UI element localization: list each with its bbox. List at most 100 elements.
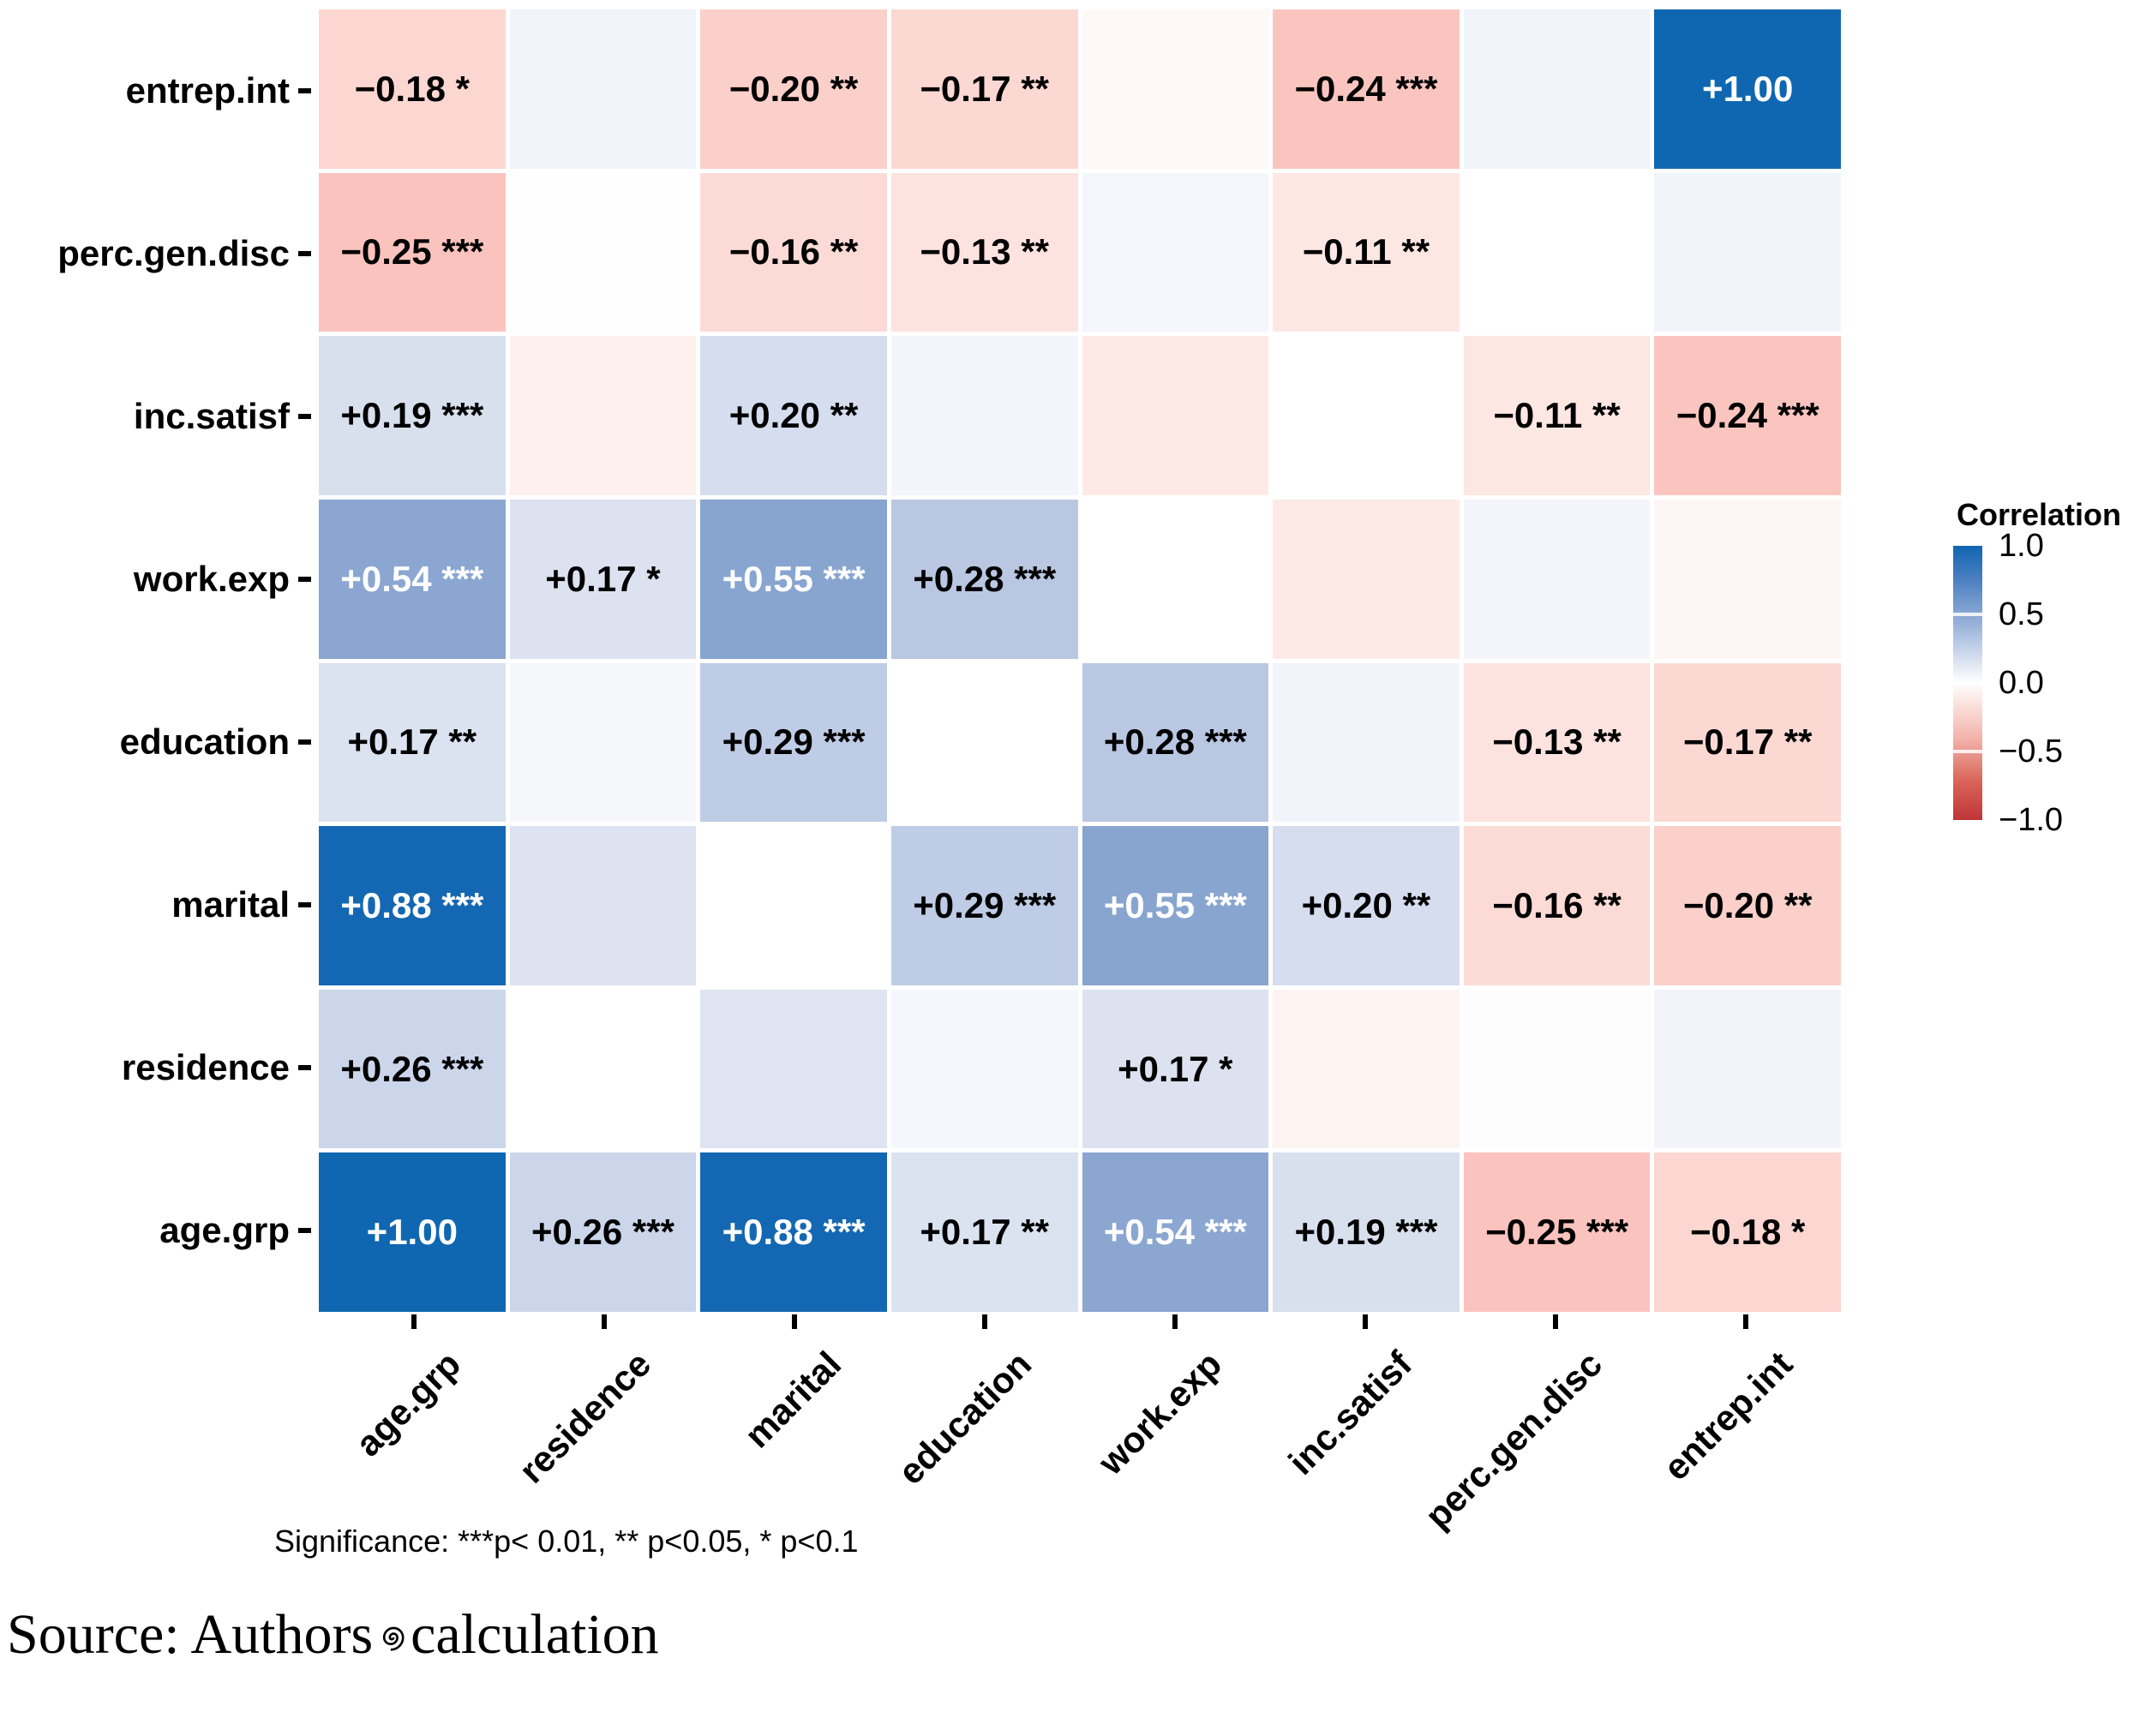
heatmap-cell: [1082, 9, 1269, 169]
heatmap-cell: −0.16 **: [1463, 826, 1651, 985]
heatmap-cell: −0.13 **: [1463, 662, 1651, 823]
heatmap-cell: [1463, 989, 1651, 1149]
heatmap-cell: −0.18 *: [1654, 1152, 1841, 1312]
heatmap-cell: [509, 172, 697, 332]
x-axis-tick: [1172, 1314, 1178, 1329]
source-suffix: calculation: [411, 1603, 659, 1666]
heatmap-cell: +0.88 ***: [700, 1152, 887, 1312]
y-axis-label: entrep.int: [0, 9, 311, 172]
y-axis-tick: [298, 577, 311, 582]
heatmap-cell: +0.20 **: [700, 336, 887, 495]
y-axis-label: inc.satisf: [0, 335, 311, 498]
heatmap-cell: +0.20 **: [1273, 826, 1460, 985]
y-axis-label-text: age.grp: [159, 1210, 290, 1250]
y-axis-label: marital: [0, 823, 311, 986]
heatmap-cell: −0.25 ***: [319, 172, 506, 332]
heatmap-cell: +1.00: [1654, 9, 1841, 169]
y-axis-tick: [298, 902, 311, 907]
colorbar-tick: [1953, 613, 1982, 616]
heatmap-cell: +0.55 ***: [1082, 826, 1269, 985]
legend-tick-label: 0.0: [1999, 665, 2044, 701]
heatmap-cell: [1463, 9, 1651, 169]
heatmap-cell: +0.26 ***: [319, 989, 506, 1149]
source-prefix: Source: Authors: [7, 1603, 374, 1666]
heatmap-cell: [1082, 499, 1269, 659]
x-axis-label: perc.gen.disc: [1417, 1344, 1610, 1536]
heatmap-cell: [509, 9, 697, 169]
y-axis-label-text: inc.satisf: [133, 396, 290, 436]
significance-note: Significance: ***p< 0.01, ** p<0.05, * p…: [274, 1523, 859, 1559]
heatmap-cell: [509, 989, 697, 1149]
x-axis-label: work.exp: [1090, 1344, 1230, 1482]
x-axis-label: inc.satisf: [1280, 1344, 1420, 1482]
heatmap-cell: +0.19 ***: [319, 336, 506, 495]
heatmap-cell: −0.17 **: [1654, 662, 1841, 823]
x-axis-tick: [1553, 1314, 1558, 1329]
legend-tick-label: 0.5: [1999, 596, 2044, 632]
heatmap-cell: [700, 826, 887, 985]
heatmap-cell: [1654, 499, 1841, 659]
heatmap-cell: [700, 989, 887, 1149]
heatmap-cell: [1654, 172, 1841, 332]
y-axis-tick: [298, 1228, 311, 1233]
heatmap-cell: +0.29 ***: [890, 826, 1078, 985]
y-axis-label: education: [0, 661, 311, 823]
y-axis-label-text: education: [119, 721, 290, 762]
heatmap-grid: −0.18 * −0.20 ** −0.17 ** −0.24 *** +1.00 −0.…: [319, 9, 1841, 1312]
y-axis-tick: [298, 414, 311, 419]
x-axis-tick: [792, 1314, 797, 1329]
y-axis-label: work.exp: [0, 498, 311, 661]
heatmap-cell: +0.29 ***: [700, 662, 887, 823]
y-axis-label-text: perc.gen.disc: [57, 233, 290, 273]
heatmap-cell: [1273, 989, 1460, 1149]
heatmap-cell: +0.54 ***: [319, 499, 506, 659]
heatmap-cell: [890, 336, 1078, 495]
heatmap-cell: +0.28 ***: [1082, 662, 1269, 823]
heatmap-cell: −0.13 **: [890, 172, 1078, 332]
heatmap-cell: [1082, 172, 1269, 332]
spiral-icon: [383, 1626, 405, 1651]
x-axis-tick: [982, 1314, 987, 1329]
y-axis-tick: [298, 251, 311, 256]
heatmap-cell: −0.17 **: [890, 9, 1078, 169]
heatmap-cell: +0.26 ***: [509, 1152, 697, 1312]
y-axis-tick: [298, 739, 311, 745]
y-axis-tick: [298, 1065, 311, 1070]
colorbar-tick: [1953, 750, 1982, 753]
heatmap-cell: +0.17 *: [509, 499, 697, 659]
y-axis-label: residence: [0, 986, 311, 1149]
heatmap-cell: [509, 662, 697, 823]
heatmap-cell: +1.00: [319, 1152, 506, 1312]
x-axis-tick: [1363, 1314, 1368, 1329]
heatmap-cell: [1273, 662, 1460, 823]
legend-colorbar: [1953, 546, 1982, 820]
heatmap-cell: [890, 662, 1078, 823]
y-axis-tick: [298, 88, 311, 93]
y-axis-label-text: entrep.int: [125, 70, 290, 111]
heatmap-cell: [1463, 499, 1651, 659]
heatmap-cell: −0.18 *: [319, 9, 506, 169]
y-axis-label: perc.gen.disc: [0, 172, 311, 335]
heatmap-cell: +0.19 ***: [1273, 1152, 1460, 1312]
heatmap-cell: [1654, 989, 1841, 1149]
x-axis-tick: [411, 1314, 417, 1329]
heatmap-cell: [1273, 499, 1460, 659]
x-axis-tick: [1743, 1314, 1748, 1329]
heatmap-cell: +0.88 ***: [319, 826, 506, 985]
heatmap-cell: −0.24 ***: [1654, 336, 1841, 495]
legend-tick-label: −0.5: [1999, 733, 2064, 769]
heatmap-cell: −0.16 **: [700, 172, 887, 332]
heatmap-cell: +0.54 ***: [1082, 1152, 1269, 1312]
heatmap-cell: [1082, 336, 1269, 495]
heatmap-cell: [509, 336, 697, 495]
heatmap-cell: [1273, 336, 1460, 495]
heatmap-cell: +0.17 **: [890, 1152, 1078, 1312]
x-axis-tick: [602, 1314, 607, 1329]
source-caption: Source: Authors calculation: [7, 1603, 659, 1667]
heatmap-cell: +0.28 ***: [890, 499, 1078, 659]
y-axis-label-text: residence: [121, 1047, 290, 1087]
heatmap-cell: −0.24 ***: [1273, 9, 1460, 169]
y-axis-label: age.grp: [0, 1149, 311, 1312]
heatmap-cell: +0.55 ***: [700, 499, 887, 659]
legend-tick-label: −1.0: [1999, 802, 2064, 838]
